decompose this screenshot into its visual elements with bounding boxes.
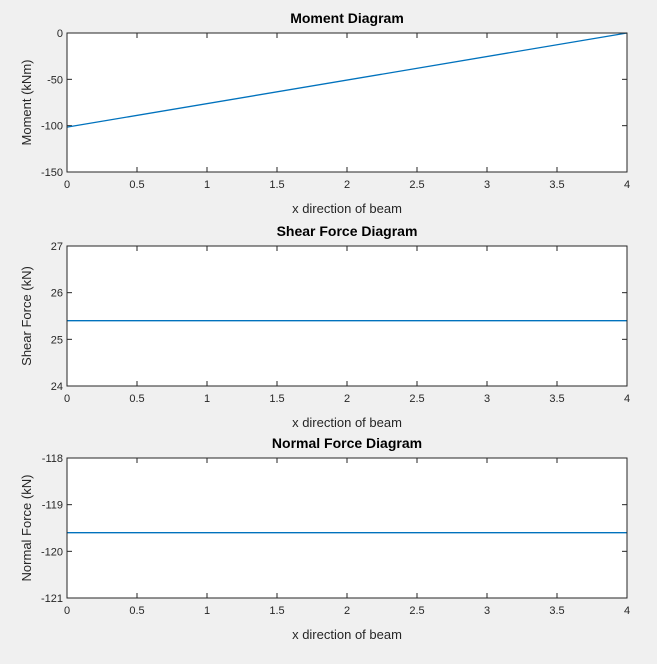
moment-x-tick-label: 2.5	[409, 179, 424, 191]
normal-x-tick-label: 2	[344, 605, 350, 617]
normal-x-tick-label: 0.5	[129, 605, 144, 617]
normal-x-tick-label: 1.5	[269, 605, 284, 617]
shear-x-tick-label: 1.5	[269, 393, 284, 405]
moment-y-tick-label: -50	[47, 74, 63, 86]
normal-axes-box	[66, 457, 628, 599]
shear-x-tick-label: 1	[204, 393, 210, 405]
moment-plot-area	[67, 33, 627, 172]
shear-y-tick-label: 24	[51, 381, 63, 393]
shear-x-tick-label: 0	[64, 393, 70, 405]
moment-x-tick-label: 3	[484, 179, 490, 191]
moment-y-tick-label: -150	[41, 167, 63, 179]
moment-chart-title: Moment Diagram	[290, 10, 404, 26]
normal-y-axis-label: Normal Force (kN)	[19, 475, 34, 582]
normal-x-tick-label: 2.5	[409, 605, 424, 617]
shear-x-tick-label: 3	[484, 393, 490, 405]
normal-x-axis-label: x direction of beam	[292, 627, 402, 642]
normal-x-tick-label: 4	[624, 605, 630, 617]
moment-series-line	[66, 32, 628, 128]
normal-x-tick-label: 3.5	[549, 605, 564, 617]
normal-y-tick-label: -119	[42, 500, 63, 512]
shear-x-tick-label: 2.5	[409, 393, 424, 405]
shear-chart: 0 0.5 1 1.5 2 2.5 3 3.5 4 24 25 26 27 Shear Force Dia…	[19, 223, 630, 430]
moment-x-tick-label: 0	[64, 179, 70, 191]
shear-y-tick-label: 26	[51, 288, 63, 300]
shear-x-tick-label: 0.5	[129, 393, 144, 405]
moment-y-tick-label: -100	[41, 121, 63, 133]
normal-y-tick-label: -120	[41, 546, 63, 558]
shear-x-tick-label: 2	[344, 393, 350, 405]
moment-x-tick-label: 0.5	[129, 179, 144, 191]
moment-x-tick-label: 1	[204, 179, 210, 191]
moment-y-axis-label: Moment (kNm)	[19, 60, 34, 146]
shear-x-tick-label: 3.5	[549, 393, 564, 405]
shear-x-axis-label: x direction of beam	[292, 415, 402, 430]
shear-x-tick-label: 4	[624, 393, 630, 405]
shear-y-axis-label: Shear Force (kN)	[19, 266, 34, 366]
normal-x-tick-label: 1	[204, 605, 210, 617]
moment-chart: 0 0.5 1 1.5 2 2.5 3 3.5 4 -150 -100 -50 0 Moment Diag…	[19, 10, 630, 216]
normal-y-tick-label: -121	[41, 593, 63, 605]
moment-axes-box	[66, 32, 628, 173]
shear-axes-box	[66, 245, 628, 387]
normal-chart: 0 0.5 1 1.5 2 2.5 3 3.5 4 -121 -120 -119 -118 Normal …	[19, 435, 630, 642]
moment-y-tick-label: 0	[57, 28, 63, 40]
moment-x-tick-label: 3.5	[549, 179, 564, 191]
moment-x-tick-label: 2	[344, 179, 350, 191]
normal-x-tick-label: 3	[484, 605, 490, 617]
shear-y-tick-label: 25	[51, 334, 63, 346]
shear-y-tick-label: 27	[51, 241, 63, 253]
normal-plot-area	[67, 458, 627, 598]
moment-x-axis-label: x direction of beam	[292, 201, 402, 216]
normal-chart-title: Normal Force Diagram	[272, 435, 422, 451]
normal-x-tick-label: 0	[64, 605, 70, 617]
shear-plot-area	[67, 246, 627, 386]
shear-chart-title: Shear Force Diagram	[277, 223, 418, 239]
normal-y-tick-label: -118	[42, 453, 63, 465]
moment-x-tick-label: 1.5	[269, 179, 284, 191]
moment-x-tick-label: 4	[624, 179, 630, 191]
